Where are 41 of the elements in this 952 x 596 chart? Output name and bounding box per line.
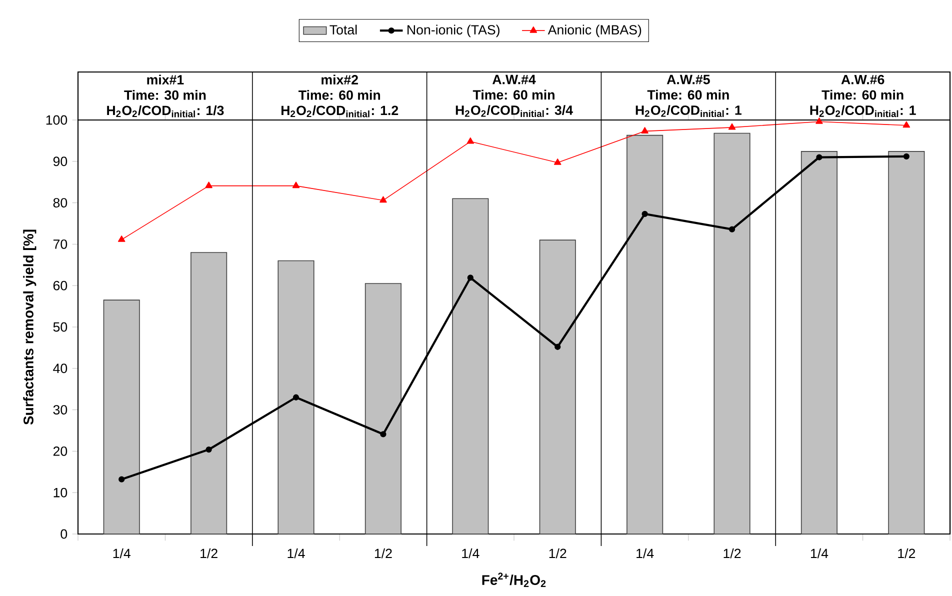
x-tick-label: 1/4 xyxy=(810,548,828,558)
legend-label: Anionic (MBAS) xyxy=(548,24,642,38)
x-tick-label: 1/2 xyxy=(898,548,916,558)
y-tick-label: 40 xyxy=(53,364,68,374)
x-tick-label: 1/4 xyxy=(462,548,480,558)
y-tick-label: 60 xyxy=(53,280,68,290)
x-tick-label: 1/2 xyxy=(724,548,741,558)
text: Time: 60 min xyxy=(472,90,554,100)
x-tick-label: 1/2 xyxy=(549,548,566,558)
x-tick-label: 1/2 xyxy=(200,548,218,558)
x-axis-title: Fe$^{2+}$/H$_{2}$O$_{2}$ xyxy=(482,572,546,588)
text: H$_{2}$O$_{2}$/COD$_{initial}$: 1 xyxy=(636,105,742,118)
x-tick-label: 1/4 xyxy=(288,548,305,558)
y-tick-label: 70 xyxy=(53,239,68,249)
y-axis-title: Surfactants removal yield [%] xyxy=(23,230,36,425)
x-tick-label: 1/4 xyxy=(636,548,654,558)
legend-label: Total xyxy=(330,24,357,35)
y-tick-label: 30 xyxy=(53,405,68,415)
text: mix#2 xyxy=(322,74,358,84)
text: mix#1 xyxy=(147,74,184,84)
y-tick-label: 10 xyxy=(54,488,68,498)
legend-label: Non-ionic (TAS) xyxy=(408,24,500,38)
y-tick-label: 50 xyxy=(53,322,68,332)
text: Time: 60 min xyxy=(647,90,729,100)
text: A.W.#4 xyxy=(492,74,536,84)
y-tick-label: 90 xyxy=(53,156,68,166)
text: Time: 60 min xyxy=(822,90,904,100)
y-tick-label: 100 xyxy=(46,115,68,125)
text: A.W.#5 xyxy=(666,74,710,84)
text: H$_{2}$O$_{2}$/COD$_{initial}$: 1/3 xyxy=(107,105,224,118)
text: H$_{2}$O$_{2}$/COD$_{initial}$: 1 xyxy=(810,105,916,118)
text: H$_{2}$O$_{2}$/COD$_{initial}$: 1.2 xyxy=(282,105,398,118)
x-tick-label: 1/4 xyxy=(113,548,130,558)
y-tick-label: 0 xyxy=(60,529,68,539)
y-tick-label: 20 xyxy=(53,446,68,456)
text: A.W.#6 xyxy=(841,74,884,84)
y-tick-label: 80 xyxy=(53,198,68,208)
text: H$_{2}$O$_{2}$/COD$_{initial}$: 3/4 xyxy=(456,105,573,118)
text: Time: 30 min xyxy=(124,90,206,100)
text: Time: 60 min xyxy=(298,90,380,100)
x-tick-label: 1/2 xyxy=(374,548,392,558)
